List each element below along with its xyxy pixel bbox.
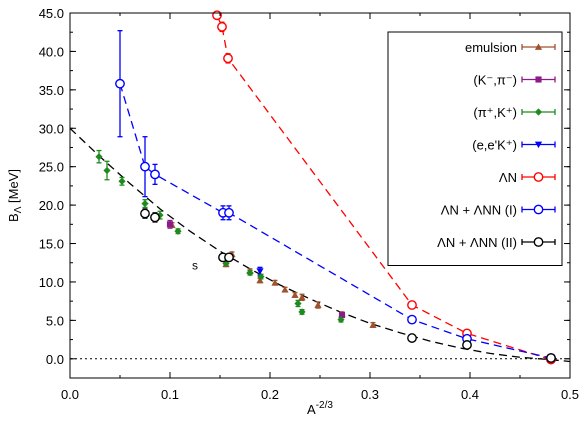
data-point [314,301,322,308]
y-tick-label: 35.0 [39,83,64,98]
data-point [103,166,111,175]
series-line-layer [119,15,552,361]
data-point-layer [95,10,556,365]
data-point [534,43,543,50]
data-point [534,141,543,149]
y-tick-label: 15.0 [39,237,64,252]
data-point [257,272,265,281]
legend-label: ΛN + ΛNN (I) [441,203,517,218]
data-point [140,161,150,172]
legend-entry: ΛN + ΛNN (II) [437,235,556,250]
legend-label: ΛN + ΛNN (II) [437,235,517,250]
data-point [150,169,160,180]
x-tick-label: 0.3 [361,387,379,402]
y-tick-label: 5.0 [46,313,64,328]
data-point [256,276,264,284]
legend-label: emulsion [465,40,517,55]
data-point [533,204,544,215]
y-tick-label: 20.0 [39,198,64,213]
data-point [246,269,254,277]
fit-curve-layer [69,127,571,363]
data-point [256,268,264,275]
data-point [166,221,174,228]
legend-entries: emulsion (K⁻,π⁻) (π⁺,K⁺) (e,e'K⁺) ΛN ΛN + ΛNN… [437,40,556,250]
y-axis-title-subscript: Λ [13,206,24,213]
data-point [115,78,125,89]
data-point [462,340,472,350]
data-point [150,212,160,223]
data-point [369,321,377,328]
data-point [535,76,542,83]
data-point [534,108,543,116]
y-tick-label: 25.0 [39,160,64,175]
legend-entry: ΛN + ΛNN (I) [441,203,556,218]
data-point [140,208,150,219]
y-tick-label: 30.0 [39,121,64,136]
y-axis-title-main: B [6,213,21,222]
data-point [298,293,306,301]
x-tick-label: 0.5 [561,387,579,402]
data-point [533,172,544,182]
series-connecting-line [216,15,552,361]
x-axis-title-main: A [307,402,316,417]
axis-tick-layer: 0.0 0.1 0.2 0.3 0.4 0.5 0.0 5.0 10.0 15.0 20.0 25.0… [39,6,579,402]
data-point [141,199,149,208]
y-axis-title-unit: [MeV] [6,169,21,207]
data-point [217,21,227,32]
data-point [223,53,233,64]
legend-label: ΛN [499,170,517,185]
data-point [407,314,417,325]
y-tick-label: 45.0 [39,6,64,21]
y-tick-label: 0.0 [46,352,64,367]
y-tick-label: 40.0 [39,44,64,59]
x-axis-title-superscript: -2/3 [316,400,334,411]
y-axis-title: BΛ [MeV] [6,169,24,222]
data-point [546,353,556,363]
legend-label: (e,e'K⁺) [472,138,517,153]
data-point [533,237,544,247]
annotation-s: s [192,259,198,273]
x-tick-label: 0.4 [461,387,479,402]
series-connecting-line [119,83,552,359]
data-point [118,177,126,185]
data-point [224,207,234,218]
x-axis-title: A-2/3 [307,400,333,417]
data-point [271,279,279,286]
data-point [174,227,182,235]
y-tick-label: 10.0 [39,275,64,290]
data-point [407,300,417,310]
x-tick-label: 0.2 [261,387,279,402]
data-point [294,299,302,308]
legend-entry: emulsion [465,40,556,55]
data-point [95,153,103,161]
x-tick-label: 0.0 [61,387,79,402]
legend-box [387,31,563,266]
data-point [338,311,346,319]
legend-entry: (e,e'K⁺) [472,138,556,153]
data-point [281,286,289,293]
legend-entry: ΛN [499,170,556,185]
legend-entry: (π⁺,K⁺) [473,105,556,120]
data-point [224,252,234,263]
legend-label: (π⁺,K⁺) [473,105,517,120]
legend-label: (K⁻,π⁻) [473,73,517,88]
legend: emulsion (K⁻,π⁻) (π⁺,K⁺) (e,e'K⁺) ΛN ΛN + ΛNN… [387,31,563,266]
legend-entry: (K⁻,π⁻) [473,73,556,88]
data-point [291,291,299,298]
x-tick-label: 0.1 [161,387,179,402]
global-fit-curve [69,127,571,363]
data-point [337,316,345,324]
data-point [407,333,417,343]
data-point [298,308,306,316]
